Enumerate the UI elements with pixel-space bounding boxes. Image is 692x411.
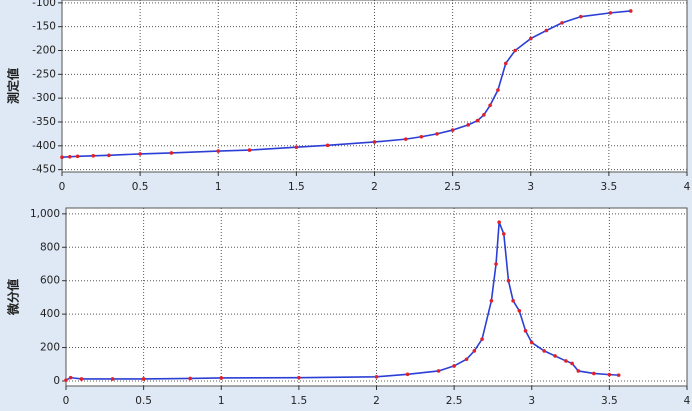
data-point xyxy=(529,340,534,345)
series-line xyxy=(65,221,619,381)
data-point xyxy=(405,372,410,377)
x-tick-label: 2 xyxy=(373,395,380,407)
data-point xyxy=(110,377,115,381)
data-point xyxy=(592,371,596,376)
y-tick-label: 0 xyxy=(53,375,60,387)
data-point xyxy=(480,337,484,342)
data-point xyxy=(297,375,301,380)
x-tick-label: 1 xyxy=(215,181,222,193)
data-point xyxy=(517,308,522,313)
data-point xyxy=(91,154,96,158)
data-point xyxy=(435,132,439,136)
x-tick-label: 1.5 xyxy=(288,181,305,193)
data-point xyxy=(141,377,146,381)
data-point xyxy=(489,298,494,303)
y-tick-label: 400 xyxy=(40,308,60,320)
y-tick-label: 200 xyxy=(40,342,60,354)
y-tick-label: -150 xyxy=(32,21,56,33)
y-tick-label: -400 xyxy=(32,140,56,152)
data-point xyxy=(564,359,568,363)
data-point xyxy=(452,364,456,368)
data-point xyxy=(472,349,477,353)
data-point xyxy=(79,377,84,381)
y-tick-label: 800 xyxy=(40,241,60,253)
data-point xyxy=(607,372,612,377)
data-point xyxy=(372,140,377,144)
data-point xyxy=(496,88,500,92)
y-tick-label: -300 xyxy=(32,92,56,104)
x-tick-label: 0 xyxy=(59,181,66,193)
data-point xyxy=(560,21,564,25)
y-tick-label: -200 xyxy=(32,45,56,57)
y-axis-label: 測定値 xyxy=(6,68,21,104)
x-tick-label: 1 xyxy=(218,395,225,407)
data-point xyxy=(488,103,492,108)
y-tick-label: -450 xyxy=(32,164,56,176)
data-point xyxy=(570,361,574,366)
x-tick-label: 0 xyxy=(63,395,70,407)
x-tick-label: 4 xyxy=(684,395,691,407)
data-point xyxy=(542,349,546,353)
data-point xyxy=(482,113,486,117)
data-point xyxy=(75,154,80,159)
plot-area xyxy=(65,207,688,387)
data-point xyxy=(138,152,142,156)
data-point xyxy=(403,137,408,141)
data-point xyxy=(216,149,221,153)
x-tick-label: 0.5 xyxy=(132,181,149,193)
data-point xyxy=(503,61,508,66)
data-point xyxy=(578,14,583,19)
data-point xyxy=(68,154,72,159)
data-point xyxy=(64,378,68,382)
data-point xyxy=(247,148,252,152)
data-point xyxy=(628,9,633,13)
data-point xyxy=(419,134,424,139)
data-point xyxy=(68,375,73,380)
x-tick-label: 0.5 xyxy=(135,395,152,407)
data-point xyxy=(513,48,517,53)
data-point xyxy=(169,151,174,155)
data-point xyxy=(219,376,224,380)
data-point xyxy=(374,375,379,379)
data-point xyxy=(544,28,549,33)
data-point xyxy=(436,369,441,373)
x-tick-label: 3 xyxy=(527,181,534,193)
data-point xyxy=(107,153,111,158)
data-point xyxy=(576,369,581,373)
data-point xyxy=(553,354,557,358)
data-point xyxy=(466,123,471,127)
data-point xyxy=(497,220,501,225)
data-point xyxy=(608,11,613,15)
data-point xyxy=(188,376,192,381)
data-point xyxy=(464,357,469,362)
y-tick-label: 600 xyxy=(40,275,60,287)
y-tick-label: -250 xyxy=(32,68,56,80)
data-point xyxy=(494,262,498,266)
data-point xyxy=(450,128,455,132)
x-tick-label: 3 xyxy=(528,395,535,407)
data-point xyxy=(616,373,621,377)
data-point xyxy=(511,298,515,303)
data-point xyxy=(506,278,511,283)
x-tick-label: 3.5 xyxy=(601,181,618,193)
data-point xyxy=(325,143,330,148)
x-tick-label: 3.5 xyxy=(601,395,618,407)
data-point xyxy=(294,145,299,150)
x-tick-label: 2 xyxy=(371,181,378,193)
data-point xyxy=(528,36,533,41)
x-tick-label: 2.5 xyxy=(446,395,463,407)
x-tick-label: 4 xyxy=(684,181,691,193)
y-tick-label: -100 xyxy=(32,0,56,9)
data-point xyxy=(523,329,528,333)
data-point xyxy=(60,155,64,160)
x-tick-label: 2.5 xyxy=(444,181,461,193)
x-tick-label: 1.5 xyxy=(291,395,308,407)
y-tick-label: -350 xyxy=(32,116,56,128)
data-point xyxy=(502,232,506,236)
y-axis-label: 微分値 xyxy=(6,279,21,316)
y-tick-label: 1,000 xyxy=(30,208,60,220)
data-point xyxy=(475,118,480,123)
